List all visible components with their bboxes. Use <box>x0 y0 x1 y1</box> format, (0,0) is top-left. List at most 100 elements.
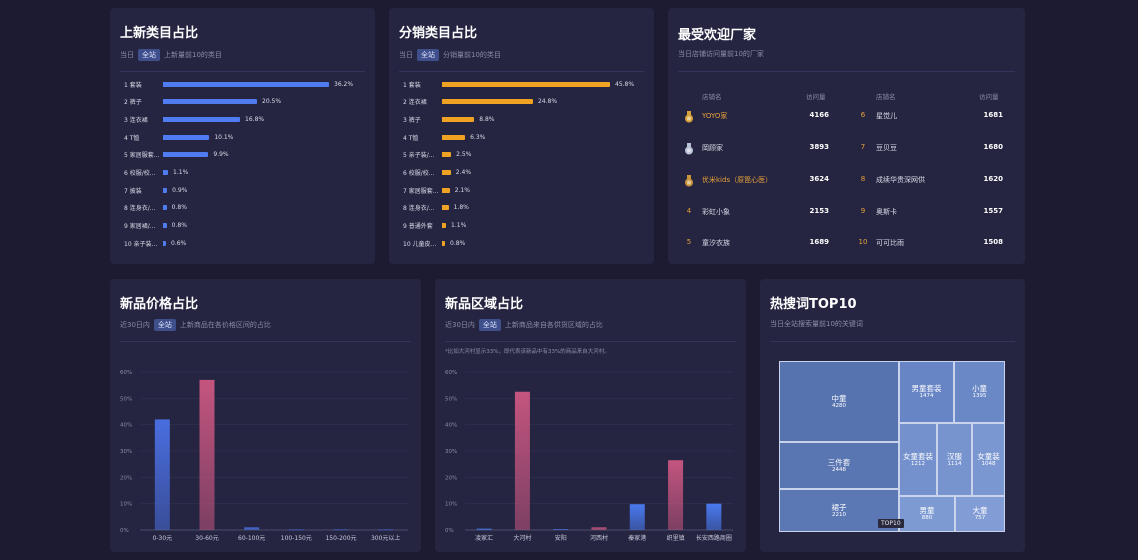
manufacturer-name[interactable]: 可可比雨 <box>876 239 904 247</box>
y-tick-label: 60% <box>445 370 457 376</box>
category-bar <box>163 187 168 193</box>
rank-number: 6 <box>860 111 866 119</box>
category-rank-row: 9 普通外套 1.1% <box>403 221 644 231</box>
scope-tag[interactable]: 全站 <box>478 319 501 331</box>
chart-note: *比如大河村显示33%，即代表该新品中有33%的商品来自大河村。 <box>445 349 610 355</box>
category-percent: 6.3% <box>470 133 486 141</box>
category-label: 3 连衣裙 <box>124 116 148 124</box>
y-tick-label: 20% <box>445 475 457 481</box>
scope-tag[interactable]: 全站 <box>138 49 160 61</box>
x-tick-label: 秦家港 <box>628 534 646 542</box>
panel-title: 最受欢迎厂家 <box>678 28 757 43</box>
category-percent: 9.9% <box>213 151 229 159</box>
bar[interactable] <box>199 379 215 530</box>
treemap-cell[interactable]: 中童 4280 <box>779 361 899 442</box>
new-price-panel: 新品价格占比 近30日内 全站 上新商品在各价格区间的占比 0% 10% 20% 30… <box>110 279 421 552</box>
rank-number: 8 <box>860 175 866 183</box>
treemap-cell[interactable]: 女童装 1048 <box>972 423 1005 496</box>
bar[interactable] <box>378 529 394 531</box>
treemap-cell[interactable]: 男童 880 <box>899 496 955 532</box>
treemap-cell[interactable]: 女童套装 1212 <box>899 423 937 496</box>
category-rank-row: 2 裤子 20.5% <box>124 97 365 107</box>
x-tick-label: 河西村 <box>590 534 608 542</box>
category-label: 10 亲子装... <box>124 240 158 248</box>
new-region-panel: 新品区域占比 近30日内 全站 上新商品来自各供货区域的占比 *比如大河村显示3… <box>435 279 746 552</box>
manufacturer-name[interactable]: 童汐衣族 <box>702 239 730 247</box>
treemap-breadcrumb[interactable]: TOP10 <box>878 519 904 528</box>
category-rank-row: 7 披装 0.9% <box>124 185 365 195</box>
column-header-visits: 访问量 <box>806 93 826 101</box>
bar[interactable] <box>629 504 645 530</box>
category-bar <box>163 223 167 229</box>
category-percent: 1.1% <box>451 222 467 230</box>
manufacturer-name[interactable]: 星觉儿 <box>876 112 897 120</box>
category-percent: 0.8% <box>171 204 187 212</box>
category-rank-row: 2 连衣裙 24.8% <box>403 97 644 107</box>
keyword-count: 2448 <box>832 466 846 473</box>
category-rank-row: 5 家居服套... 9.9% <box>124 150 365 160</box>
category-label: 10 儿童皮... <box>403 240 437 248</box>
y-tick-label: 30% <box>120 449 132 455</box>
category-label: 7 披装 <box>124 187 142 195</box>
category-label: 8 连身衣/... <box>124 205 156 213</box>
category-percent: 24.8% <box>537 98 558 106</box>
treemap-cell[interactable]: 男童套装 1474 <box>899 361 954 423</box>
treemap-cell[interactable]: 汉服 1114 <box>937 423 972 496</box>
hot-search-treemap: 中童 4280 三件套 2448 裙子 2210 男童套装 1474 小童 1395 女童套装 121… <box>779 361 1005 532</box>
visit-count: 1689 <box>809 238 829 246</box>
treemap-cell[interactable]: 大童 757 <box>955 496 1005 532</box>
category-percent: 0.6% <box>171 239 187 247</box>
y-tick-label: 40% <box>445 423 457 429</box>
price-bar-chart: 0% 10% 20% 30% 40% 50% 60% 0-30元 30-60元 60-100元 10… <box>120 370 408 542</box>
manufacturer-name[interactable]: 优米kids（原箆心医） <box>702 176 773 184</box>
category-label: 9 普通外套 <box>403 223 433 231</box>
bar[interactable] <box>333 529 349 531</box>
category-label: 6 校服/校... <box>403 170 435 177</box>
medal-icon <box>684 108 694 123</box>
category-bar <box>442 170 451 175</box>
hot-search-panel: 热搜词TOP10 当日全站搜索量前10的关键词 中童 4280 三件套 2448 裙子 2… <box>760 279 1025 552</box>
treemap-cell[interactable]: 三件套 2448 <box>779 442 899 489</box>
keyword-label: 男童 <box>919 506 935 516</box>
panel-subtitle: 当日 全站 上新量前10的类目 <box>120 49 222 61</box>
visit-count: 3624 <box>809 175 829 183</box>
category-percent: 20.5% <box>262 98 282 106</box>
panel-subtitle: 近30日内 全站 上新商品在各价格区间的占比 <box>120 319 271 331</box>
bar[interactable] <box>154 419 170 530</box>
y-tick-label: 10% <box>120 502 132 508</box>
manufacturer-name[interactable]: 奥斯卡 <box>876 208 897 216</box>
y-tick-label: 10% <box>445 502 457 508</box>
manufacturer-name[interactable]: 彩虹小象 <box>702 208 730 216</box>
bar[interactable] <box>514 391 530 530</box>
visit-count: 4166 <box>809 111 829 119</box>
manufacturer-name[interactable]: 成续华贵深网供 <box>876 176 925 184</box>
bar[interactable] <box>706 503 722 530</box>
keyword-label: 女童装 <box>977 451 1000 461</box>
column-header-visits: 访问量 <box>979 93 999 101</box>
bar[interactable] <box>553 529 569 531</box>
keyword-label: 大童 <box>972 506 988 516</box>
manufacturer-name[interactable]: 豆贝豆 <box>876 144 897 152</box>
scope-tag[interactable]: 全站 <box>417 49 439 61</box>
panel-title: 热搜词TOP10 <box>770 297 857 312</box>
bar[interactable] <box>591 527 607 530</box>
bar[interactable] <box>288 529 304 531</box>
bar[interactable] <box>476 528 492 530</box>
visit-count: 2153 <box>809 207 829 215</box>
keyword-count: 1212 <box>911 460 925 467</box>
scope-tag[interactable]: 全站 <box>153 319 176 331</box>
category-label: 4 T恤 <box>403 134 419 142</box>
distribution-category-panel: 分销类目占比 当日 全站 分销量前10的类目 1 套装 45.8% 2 连衣裙 24.… <box>389 8 654 264</box>
treemap-cell[interactable]: 小童 1395 <box>954 361 1005 423</box>
panel-subtitle: 近30日内 全站 上新商品来自各供货区域的占比 <box>445 319 603 331</box>
panel-title: 新品区域占比 <box>445 297 524 312</box>
bar[interactable] <box>668 460 684 530</box>
manufacturer-name[interactable]: YOYO家 <box>702 112 728 120</box>
category-rank-row: 10 亲子装... 0.6% <box>124 238 365 248</box>
category-label: 2 连衣裙 <box>403 99 427 107</box>
category-bar <box>442 99 533 105</box>
bar[interactable] <box>244 527 260 530</box>
category-bar <box>163 152 209 158</box>
visit-count: 1681 <box>983 111 1003 119</box>
manufacturer-name[interactable]: 岡顾家 <box>702 144 723 152</box>
